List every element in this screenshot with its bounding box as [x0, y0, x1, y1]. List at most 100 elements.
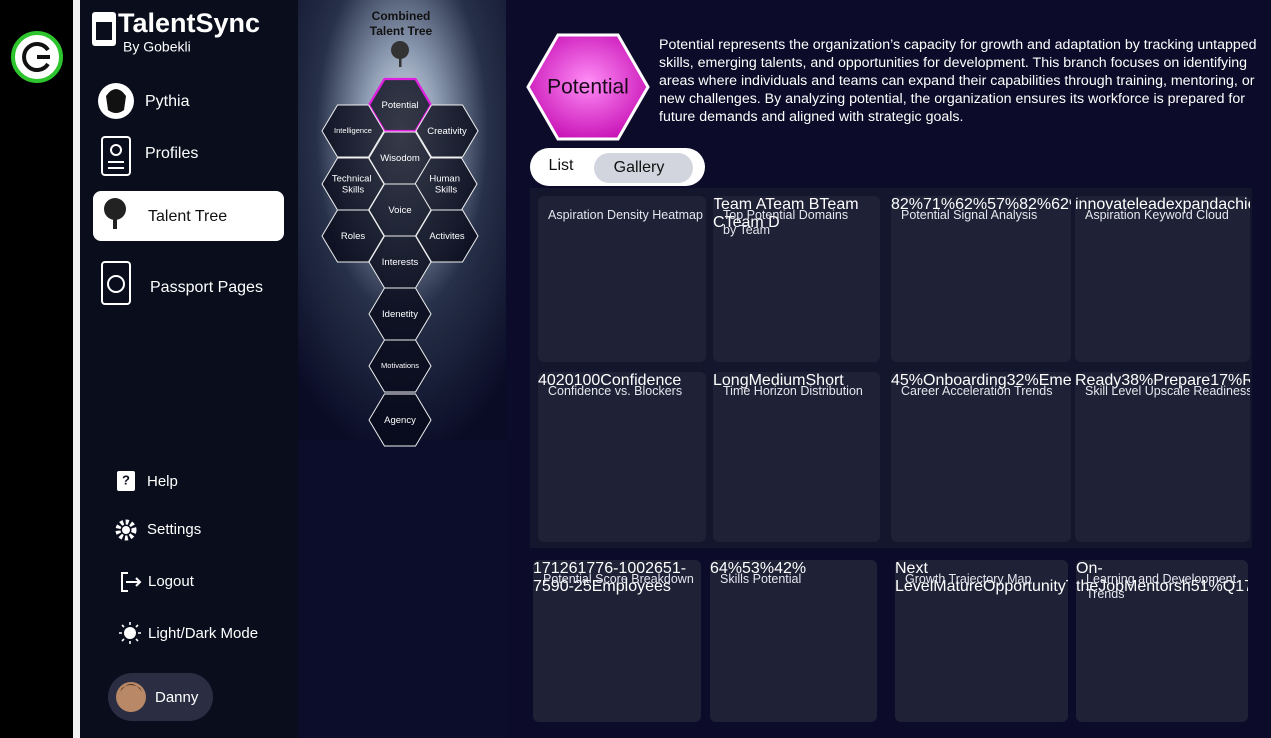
value-label: 51%: [1190, 578, 1223, 595]
chart-card[interactable]: Growth Trajectory Map Next LevelMatureOpp…: [895, 560, 1068, 722]
y-tick-label: 0: [591, 372, 601, 389]
nav-item-active[interactable]: Talent Tree: [148, 208, 227, 225]
tree-node-label: Motivations: [381, 361, 419, 370]
tree-node-label: Activites: [429, 231, 465, 242]
card-chart: 171261776-1002651-7590-25Employees: [533, 560, 701, 596]
tree-node-label: Idenetity: [382, 309, 418, 320]
tree-node-label: Roles: [341, 231, 366, 242]
category-label: 76-100: [595, 560, 646, 577]
chart-card[interactable]: Top Potential Domains by Team Team ATeam …: [713, 196, 880, 362]
card-title: Potential Signal Analysis: [901, 208, 1038, 222]
category-label: Team B: [765, 196, 820, 213]
row-label: On-the: [1076, 560, 1103, 595]
toggle-active-bg[interactable]: [594, 153, 693, 183]
avatar-hair: [120, 684, 142, 692]
x-axis-label: Employees: [591, 578, 671, 595]
nav-item[interactable]: Passport Pages: [150, 279, 263, 296]
user-avatar: [116, 682, 146, 712]
x-axis-label: Time: [1066, 578, 1068, 595]
branch-badge-label: Potential: [547, 76, 629, 99]
value-label: 72%: [1244, 578, 1248, 595]
chart-card[interactable]: Skill Level Upscale Readiness Ready38%Pre…: [1075, 372, 1250, 542]
tree-node[interactable]: [321, 104, 385, 158]
category-label: Q1: [1222, 578, 1245, 595]
y-tick-label: 12: [550, 560, 569, 577]
value-label: 9: [550, 578, 560, 595]
chart-card[interactable]: Aspiration Density Heatmap: [538, 196, 706, 362]
brand-sub: By Gobekli: [123, 39, 191, 55]
tree-node[interactable]: [415, 104, 479, 158]
card-chart: Ready38%Prepare17%Ready45%: [1075, 372, 1250, 390]
app-rail: [0, 0, 73, 738]
card-title: Aspiration Keyword Cloud: [1085, 208, 1229, 222]
card-chart: Team ATeam BTeam CTeam D: [713, 196, 880, 232]
y-tick-label: 57%: [987, 196, 1020, 213]
card-title: Growth Trajectory Map: [905, 572, 1032, 586]
chart-card[interactable]: Learning and Development Trends On-theJob…: [1076, 560, 1248, 722]
tree-node[interactable]: [368, 393, 432, 447]
footer-item[interactable]: Settings: [147, 521, 201, 538]
footer-item[interactable]: Light/Dark Mode: [148, 625, 258, 642]
category-label: Long: [713, 372, 749, 389]
text-line: Motivations: [381, 361, 419, 370]
chart-card[interactable]: Potential Signal Analysis 82%71%62%57%82%…: [891, 196, 1071, 362]
text-line: Skills: [435, 184, 457, 195]
footer-item[interactable]: Logout: [148, 573, 195, 590]
text-line: Skills: [342, 184, 364, 195]
logo-glyph: [22, 42, 50, 72]
nav-active-bg[interactable]: [93, 191, 284, 241]
tree-node-label: Wisodom: [380, 153, 420, 164]
toggle-option-active[interactable]: Gallery: [614, 159, 665, 176]
card-title: Top Potential Domains by Team: [723, 208, 849, 237]
footer-icon: [124, 627, 136, 639]
chart-card[interactable]: Potential Score Breakdown 171261776-10026…: [533, 560, 701, 722]
x-axis-label: Confidence: [600, 372, 682, 389]
divider: [73, 0, 80, 738]
nav-icon: [101, 136, 131, 176]
y-tick-label: 62%: [955, 196, 988, 213]
footer-item[interactable]: Help: [147, 473, 178, 490]
nav-item[interactable]: Pythia: [145, 93, 190, 110]
category-label: 0-25: [559, 578, 592, 595]
chart-card[interactable]: Confidence vs. Blockers 4020100Confidence: [538, 372, 706, 542]
text-line: Agency: [384, 415, 416, 426]
tree-title: Combined Talent Tree: [369, 9, 433, 38]
value-label: 17: [577, 560, 596, 577]
chart-card[interactable]: Skills PotentialInitiative64%Leadership5…: [710, 560, 877, 722]
keyword: achieve: [1218, 196, 1250, 213]
category-label: 51-75: [533, 560, 687, 595]
value-label: 42%: [774, 560, 807, 577]
row-label: Mentorsh: [1124, 578, 1191, 595]
card-title: Learning and Development Trends: [1086, 572, 1237, 601]
card-title: Confidence vs. Blockers: [548, 384, 683, 398]
text-line: Idenetity: [382, 309, 418, 320]
category-label: Medium: [748, 372, 806, 389]
chart-card[interactable]: Time Horizon Distribution LongMediumShort: [713, 372, 880, 542]
tree-node-label: Intelligence: [334, 126, 372, 135]
chart-card[interactable]: Career Acceleration Trends 45%Onboarding3…: [891, 372, 1071, 542]
footer-icon-glyph: ?: [122, 472, 130, 487]
value-label: 62%: [1051, 196, 1071, 213]
tree-node-label: Creativity: [427, 126, 467, 137]
value-label: 82%: [1019, 196, 1052, 213]
nav-icon-glyph: [113, 214, 117, 229]
toggle-option[interactable]: List: [549, 157, 574, 174]
nav-icon: [101, 261, 131, 305]
keyword: expand: [1165, 196, 1219, 213]
nav-icon-glyph: [107, 275, 125, 293]
brand-name: TalentSync: [118, 8, 260, 38]
value-label: 45%: [891, 372, 924, 389]
nav-icon-glyph: [110, 144, 122, 156]
bar-label: Next Level: [895, 560, 934, 595]
text-line: Voice: [388, 205, 411, 216]
value-label: 26: [645, 560, 663, 577]
value-label: 64%: [710, 560, 743, 577]
tree-node[interactable]: [368, 339, 432, 393]
nav-item[interactable]: Profiles: [145, 145, 198, 162]
value-label: 53%: [742, 560, 775, 577]
chart-card[interactable]: Aspiration Keyword Cloud innovateleadexpa…: [1075, 196, 1250, 362]
card-title: Skill Level Upscale Readiness: [1085, 384, 1250, 398]
text-line: Technical: [332, 173, 374, 184]
value-label: 32%: [1006, 372, 1039, 389]
